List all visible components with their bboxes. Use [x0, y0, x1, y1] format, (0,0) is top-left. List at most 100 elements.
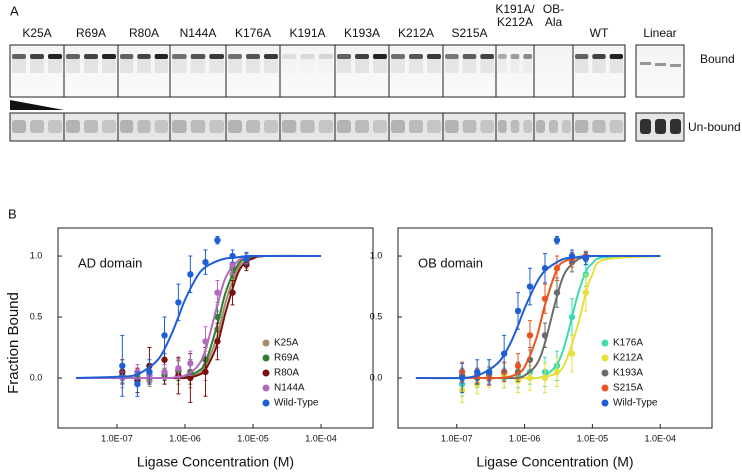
- x-tick-label: 1.0E-05: [237, 433, 269, 443]
- band: [154, 54, 168, 59]
- data-point: [229, 252, 236, 260]
- band: [575, 54, 589, 59]
- data-point: [500, 350, 508, 357]
- band: [670, 64, 681, 67]
- lane-label: K191A/: [495, 2, 535, 16]
- free-band: [536, 120, 545, 133]
- free-band: [48, 120, 62, 133]
- gel-bound: [442, 44, 497, 98]
- smear: [190, 59, 206, 73]
- gel-bound: [572, 44, 626, 98]
- data-point: [582, 289, 590, 296]
- free-band: [562, 120, 571, 133]
- data-point: [229, 261, 236, 268]
- band: [66, 54, 80, 59]
- free-band: [549, 120, 558, 133]
- data-point: [526, 332, 534, 339]
- gel-bound: [533, 44, 574, 98]
- x-axis-title: Ligase Concentration (M): [137, 454, 294, 470]
- free-band: [498, 120, 507, 133]
- free-band: [480, 120, 494, 133]
- smear: [48, 59, 62, 73]
- gel-bound: [117, 44, 171, 98]
- gel-bound: [495, 44, 535, 98]
- legend-label: R80A: [274, 368, 299, 379]
- smear: [30, 59, 44, 73]
- data-point: [553, 368, 561, 376]
- smear: [498, 59, 507, 73]
- data-point: [202, 368, 209, 376]
- free-band: [172, 120, 187, 133]
- free-band: [575, 120, 589, 133]
- gel-bound: [334, 44, 390, 98]
- free-band: [655, 119, 666, 134]
- plot-frame: [397, 227, 713, 429]
- smear: [66, 59, 80, 73]
- data-point: [553, 265, 561, 272]
- free-band: [282, 120, 297, 133]
- band: [120, 54, 134, 59]
- data-point: [541, 374, 549, 382]
- free-band: [670, 119, 681, 134]
- legend-marker: [601, 399, 609, 407]
- fit-curve: [75, 254, 322, 379]
- smear: [228, 59, 242, 73]
- band: [172, 54, 187, 59]
- smear: [462, 59, 477, 73]
- data-point: [187, 360, 194, 367]
- band: [137, 54, 151, 59]
- band: [190, 54, 206, 59]
- data-point: [541, 332, 549, 339]
- band: [510, 54, 520, 59]
- smear: [523, 59, 532, 73]
- legend-label: Wild-Type: [613, 398, 658, 409]
- y-tick-label: 1.0: [30, 250, 43, 260]
- y-axis-title: Fraction Bound: [5, 292, 22, 394]
- lane-label: N144A: [180, 26, 217, 40]
- smear: [319, 59, 333, 73]
- smear: [337, 59, 351, 73]
- legend-label: R69A: [274, 353, 299, 364]
- smear: [480, 59, 494, 73]
- free-band: [84, 120, 98, 133]
- smear: [445, 59, 459, 73]
- free-band: [318, 120, 333, 133]
- data-point: [473, 368, 481, 376]
- lane-label: K191A: [289, 26, 325, 40]
- smear: [84, 59, 98, 73]
- band: [337, 54, 351, 59]
- y-tick-label: 0.5: [370, 311, 383, 321]
- data-point: [485, 368, 493, 376]
- band: [282, 54, 297, 59]
- legend-marker: [601, 354, 609, 362]
- band: [318, 54, 333, 59]
- x-tick-label: 1.0E-05: [577, 433, 609, 443]
- free-band: [264, 120, 278, 133]
- band: [409, 54, 423, 59]
- band: [48, 54, 62, 59]
- data-point: [568, 252, 576, 260]
- data-point: [243, 255, 250, 262]
- data-point: [526, 374, 534, 382]
- annotation: OB domain: [418, 255, 483, 270]
- band: [12, 54, 26, 59]
- smear: [137, 59, 151, 73]
- legend-label: Wild-Type: [274, 398, 319, 409]
- data-point: [541, 295, 549, 302]
- data-point: [541, 265, 549, 272]
- free-band: [190, 120, 206, 133]
- data-point: [582, 255, 590, 262]
- free-band: [30, 120, 44, 133]
- data-point: [119, 362, 126, 370]
- band: [373, 54, 387, 59]
- band: [640, 62, 651, 65]
- data-point: [458, 374, 466, 382]
- band: [427, 54, 441, 59]
- lane-label: Ala: [545, 15, 563, 29]
- smear: [592, 59, 606, 73]
- lane-label: K25A: [22, 26, 51, 40]
- data-point: [161, 368, 168, 376]
- data-point: [214, 236, 221, 244]
- gel-linear: [635, 44, 685, 98]
